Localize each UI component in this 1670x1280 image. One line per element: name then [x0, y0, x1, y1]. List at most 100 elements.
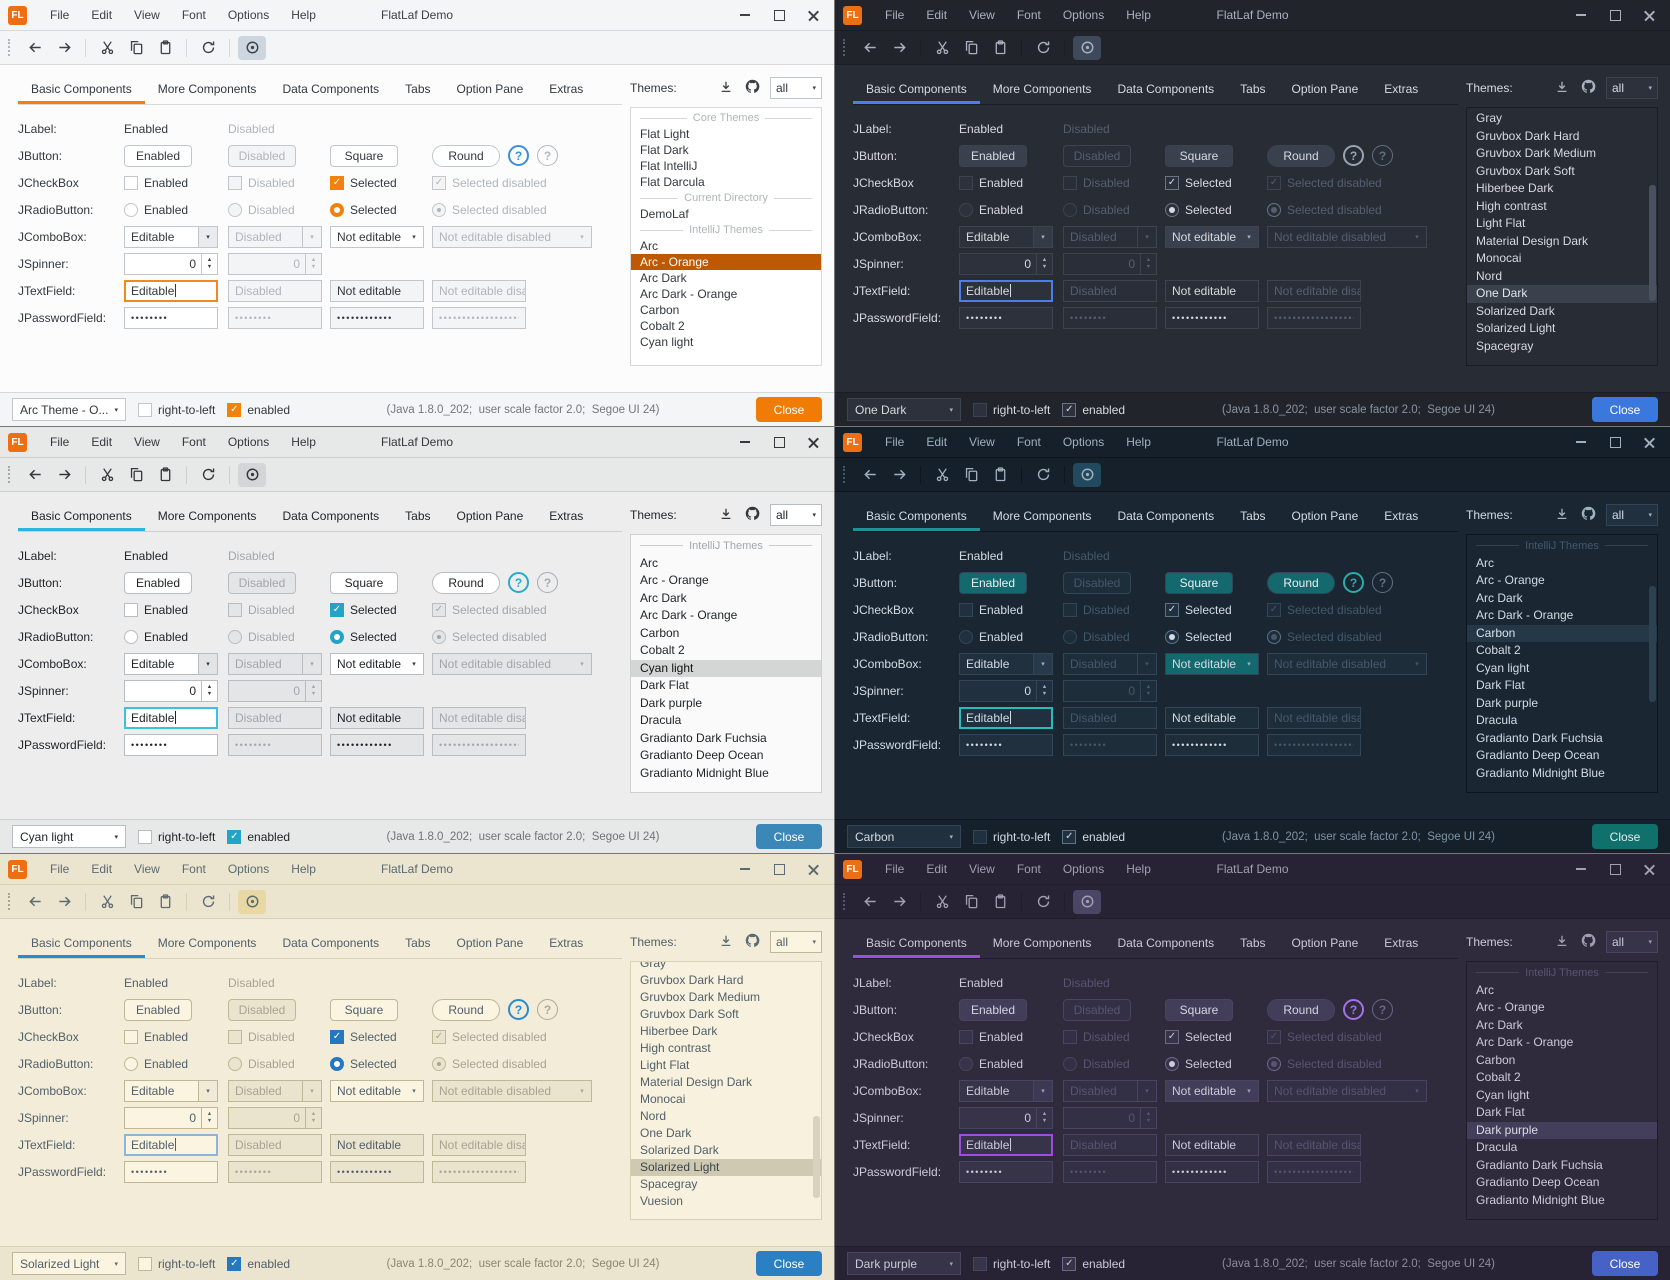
theme-list-item[interactable]: Vuesion — [640, 1194, 683, 1208]
maximize-button[interactable] — [762, 855, 796, 883]
menu-font[interactable]: Font — [181, 862, 206, 876]
menu-edit[interactable]: Edit — [926, 435, 948, 449]
paste-button[interactable] — [152, 463, 178, 487]
jpasswordfield-not-editable[interactable]: •••••••••••• — [1165, 1160, 1259, 1183]
help-icon[interactable]: ? — [1343, 999, 1364, 1020]
jcombobox-editable[interactable]: Editable ▾ — [959, 225, 1053, 248]
jpasswordfield-enabled[interactable]: •••••••• — [124, 1160, 218, 1183]
jbutton-square[interactable]: Square — [330, 998, 398, 1021]
tab-tabs[interactable]: Tabs — [1240, 509, 1266, 523]
theme-list[interactable]: Gray Gruvbox Dark Hard Gruvbox Dark Medium… — [1466, 107, 1658, 366]
menu-file[interactable]: File — [885, 8, 905, 22]
menu-options[interactable]: Options — [227, 8, 270, 22]
copy-button[interactable] — [958, 463, 984, 487]
jpasswordfield-enabled[interactable]: •••••••• — [959, 1160, 1053, 1183]
spinner-up-icon[interactable]: ▲ — [1041, 683, 1048, 690]
show-hover-toggle[interactable] — [238, 35, 266, 60]
jcheckbox-enabled[interactable]: ✓ Enabled — [124, 602, 188, 617]
chevron-down-icon[interactable]: ▾ — [1033, 653, 1052, 674]
theme-list-item[interactable]: Gradianto Dark Fuchsia — [640, 730, 767, 745]
spinner-down-icon[interactable]: ▼ — [1041, 263, 1048, 270]
maximize-button[interactable] — [1598, 428, 1632, 456]
jcheckbox-selected[interactable]: ✓ Selected — [1165, 1029, 1232, 1044]
help-icon[interactable]: ? — [1343, 572, 1364, 593]
menu-font[interactable]: Font — [1016, 8, 1041, 22]
theme-list-item[interactable]: Arc Dark - Orange — [1476, 608, 1574, 622]
theme-list-item[interactable]: Arc Dark — [640, 590, 687, 605]
spinner-stepper[interactable]: ▲ ▼ — [1036, 1107, 1052, 1128]
spinner-up-icon[interactable]: ▲ — [206, 256, 213, 263]
tab-option-pane[interactable]: Option Pane — [456, 509, 524, 523]
toolbar-grip[interactable] — [8, 466, 13, 483]
theme-list-item[interactable]: Light Flat — [640, 1058, 690, 1072]
theme-list-item[interactable]: Arc - Orange — [1476, 1000, 1545, 1014]
enabled-checkbox[interactable]: ✓ enabled — [1062, 402, 1125, 417]
enabled-checkbox[interactable]: ✓ enabled — [227, 1256, 290, 1271]
tab-basic-components[interactable]: Basic Components — [18, 927, 145, 958]
themes-filter-select[interactable]: all ▾ — [1606, 931, 1658, 953]
refresh-button[interactable] — [1030, 463, 1056, 487]
jcheckbox-selected[interactable]: ✓ Selected — [330, 602, 397, 617]
chevron-down-icon[interactable]: ▾ — [1247, 233, 1251, 241]
theme-list-item[interactable]: Gray — [640, 961, 667, 970]
back-button[interactable] — [857, 890, 883, 914]
theme-list-item[interactable]: Material Design Dark — [640, 1075, 753, 1089]
tab-option-pane[interactable]: Option Pane — [1291, 509, 1359, 523]
close-window-button[interactable] — [1632, 428, 1666, 456]
theme-list-item[interactable]: Gradianto Deep Ocean — [1476, 1175, 1600, 1189]
menu-options[interactable]: Options — [227, 435, 270, 449]
theme-list-item[interactable]: Flat Darcula — [640, 175, 705, 189]
jcombobox-not-editable[interactable]: Not editable ▾ — [1165, 225, 1259, 248]
close-window-button[interactable] — [1632, 855, 1666, 883]
close-button[interactable]: Close — [1592, 1251, 1658, 1276]
theme-list-item[interactable]: Spacegray — [640, 1177, 698, 1191]
jspinner-enabled[interactable]: 0 ▲ ▼ — [124, 252, 218, 275]
theme-list-item[interactable]: Gradianto Midnight Blue — [640, 765, 769, 780]
jtextfield-editable[interactable]: Editable — [959, 1133, 1053, 1156]
refresh-button[interactable] — [1030, 36, 1056, 60]
spinner-down-icon[interactable]: ▼ — [1041, 1117, 1048, 1124]
refresh-button[interactable] — [195, 463, 221, 487]
back-button[interactable] — [22, 36, 48, 60]
close-window-button[interactable] — [796, 855, 830, 883]
enabled-checkbox[interactable]: ✓ enabled — [227, 829, 290, 844]
jcombobox-not-editable[interactable]: Not editable ▾ — [330, 225, 424, 248]
theme-list-item[interactable]: Arc — [640, 555, 658, 570]
jradiobutton-selected[interactable]: Selected — [1165, 1056, 1232, 1071]
jspinner-enabled[interactable]: 0 ▲ ▼ — [124, 679, 218, 702]
theme-list-item[interactable]: Nord — [640, 1109, 667, 1123]
minimize-button[interactable] — [728, 855, 762, 883]
jpasswordfield-not-editable[interactable]: •••••••••••• — [330, 1160, 424, 1183]
jpasswordfield-enabled[interactable]: •••••••• — [959, 306, 1053, 329]
tab-data-components[interactable]: Data Components — [282, 936, 380, 950]
jpasswordfield-enabled[interactable]: •••••••• — [124, 733, 218, 756]
maximize-button[interactable] — [762, 428, 796, 456]
jbutton-enabled[interactable]: Enabled — [959, 144, 1027, 167]
spinner-up-icon[interactable]: ▲ — [206, 1110, 213, 1117]
jbutton-round[interactable]: Round — [1267, 144, 1335, 167]
jbutton-square[interactable]: Square — [1165, 144, 1233, 167]
toolbar-grip[interactable] — [843, 39, 848, 56]
theme-list-item[interactable]: Arc - Orange — [631, 254, 821, 270]
theme-list-item[interactable]: Gradianto Midnight Blue — [1476, 1192, 1605, 1207]
jpasswordfield-not-editable[interactable]: •••••••••••• — [330, 306, 424, 329]
show-hover-toggle[interactable] — [1073, 462, 1101, 487]
jcombobox-not-editable[interactable]: Not editable ▾ — [1165, 652, 1259, 675]
jcombobox-not-editable[interactable]: Not editable ▾ — [1165, 1079, 1259, 1102]
chevron-down-icon[interactable]: ▾ — [412, 660, 416, 668]
jbutton-round[interactable]: Round — [1267, 998, 1335, 1021]
jradiobutton-selected[interactable]: Selected — [330, 1056, 397, 1071]
menu-font[interactable]: Font — [181, 8, 206, 22]
theme-list-item[interactable]: Cyan light — [640, 335, 694, 349]
help-icon[interactable]: ? — [508, 145, 529, 166]
theme-list-item[interactable]: One Dark — [640, 1126, 692, 1140]
jbutton-square[interactable]: Square — [330, 571, 398, 594]
theme-list-item[interactable]: Hiberbee Dark — [640, 1024, 718, 1038]
theme-list-item[interactable]: Arc — [1476, 982, 1494, 997]
tab-extras[interactable]: Extras — [549, 509, 584, 523]
tab-extras[interactable]: Extras — [1384, 936, 1419, 950]
theme-list-item[interactable]: Gruvbox Dark Soft — [640, 1007, 739, 1021]
toolbar-grip[interactable] — [843, 893, 848, 910]
menu-help[interactable]: Help — [1126, 435, 1151, 449]
theme-list-item[interactable]: Material Design Dark — [1476, 233, 1589, 248]
